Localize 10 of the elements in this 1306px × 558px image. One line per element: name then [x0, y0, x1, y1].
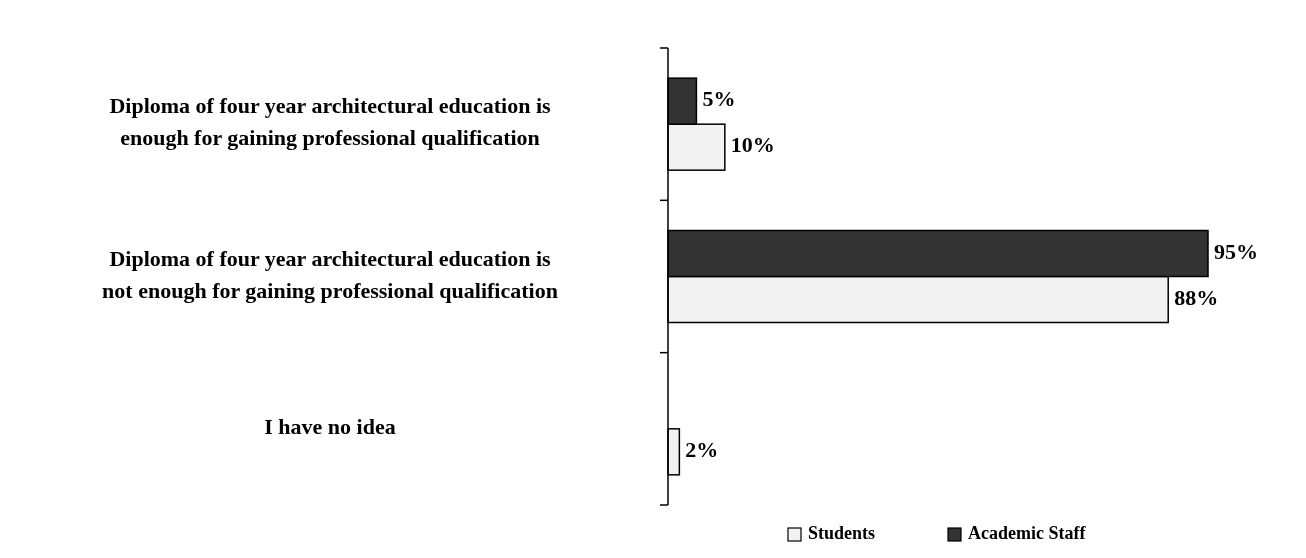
- y-tick-label: I have no idea: [264, 413, 396, 439]
- data-label: 5%: [702, 86, 736, 112]
- data-label: 95%: [1214, 238, 1258, 264]
- data-label: 88%: [1174, 284, 1219, 310]
- y-tick-label: Diploma of four year architectural education is enough for gaining professional qualification: [109, 93, 552, 151]
- data-label: 10%: [730, 132, 775, 158]
- legend-label: Academic Staff: [968, 523, 1087, 544]
- y-tick-label: Diploma of four year architectural education is not enough for gaining professional qualification: [102, 245, 558, 303]
- data-label: 2%: [685, 436, 719, 462]
- legend-label: Students: [808, 523, 876, 544]
